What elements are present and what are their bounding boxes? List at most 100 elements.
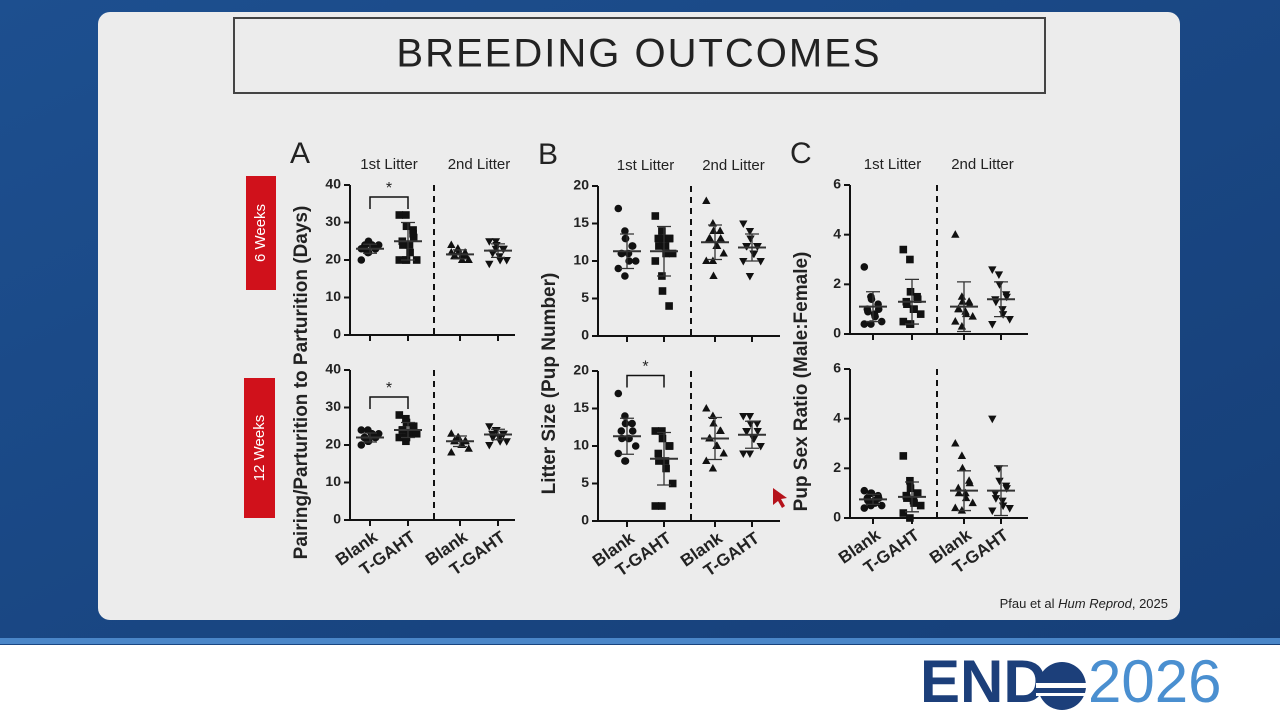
data-point: [665, 234, 674, 243]
data-point: [910, 499, 918, 507]
data-point: [753, 427, 762, 436]
row-label: 12 Weeks: [251, 415, 268, 481]
y-axis-label: Litter Size (Pup Number): [539, 273, 560, 495]
panel-letter: B: [538, 138, 558, 171]
data-point: [957, 451, 967, 459]
error-bar: [363, 243, 377, 254]
data-point: [988, 321, 997, 329]
data-point: [899, 317, 908, 326]
y-tick-label: 4: [833, 409, 841, 425]
data-point: [405, 241, 414, 249]
data-point: [906, 476, 914, 485]
significance-label: *: [386, 180, 392, 197]
y-tick-label: 20: [325, 436, 341, 452]
data-point: [916, 501, 925, 510]
data-point: [628, 242, 637, 250]
data-point: [709, 271, 718, 280]
data-point: [654, 449, 663, 458]
data-point: [364, 237, 373, 246]
y-tick-label: 15: [573, 214, 589, 230]
data-point: [409, 422, 418, 431]
data-point: [951, 230, 960, 238]
data-point: [374, 241, 383, 249]
group-label: 1st Litter: [617, 157, 675, 174]
data-point: [357, 256, 366, 264]
data-point: [668, 249, 677, 258]
data-point: [1002, 485, 1011, 493]
data-point: [374, 429, 383, 438]
data-point: [991, 495, 1001, 503]
data-point: [409, 229, 417, 238]
data-point: [702, 196, 711, 205]
panel-letter: C: [790, 137, 812, 170]
data-point: [1005, 316, 1014, 324]
error-bar: [905, 278, 919, 325]
data-point: [708, 256, 718, 265]
data-point: [614, 389, 623, 398]
error-bar: [866, 291, 880, 323]
data-point: [708, 463, 718, 472]
y-tick-label: 2: [833, 275, 841, 291]
data-point: [464, 444, 473, 452]
data-point: [631, 442, 640, 450]
data-point: [658, 234, 667, 243]
data-point: [903, 494, 911, 502]
data-point: [502, 256, 511, 265]
data-point: [668, 479, 677, 488]
data-point: [899, 509, 908, 517]
error-bar: [745, 420, 759, 449]
error-bar: [401, 421, 415, 439]
y-tick-label: 10: [573, 252, 589, 268]
error-bar: [866, 493, 880, 505]
data-point: [628, 419, 636, 428]
y-tick-label: 10: [325, 288, 341, 304]
data-point: [485, 238, 494, 246]
data-point: [864, 307, 872, 316]
data-point: [702, 456, 711, 465]
data-point: [988, 507, 997, 516]
y-tick-label: 10: [325, 473, 341, 489]
y-tick-label: 4: [833, 225, 841, 241]
y-tick-label: 5: [581, 474, 589, 490]
data-point: [614, 449, 623, 458]
data-point: [658, 427, 666, 435]
error-bar: [957, 281, 971, 333]
data-point: [447, 240, 456, 249]
data-point: [745, 450, 755, 459]
error-bar: [745, 233, 759, 262]
data-point: [464, 255, 473, 264]
data-point: [958, 463, 967, 472]
slide-title: BREEDING OUTCOMES: [396, 32, 881, 76]
group-label: 1st Litter: [360, 156, 418, 173]
data-point: [485, 423, 494, 431]
data-point: [965, 478, 974, 487]
row-label: 6 Weeks: [252, 204, 269, 262]
data-point: [957, 505, 967, 514]
error-bar: [905, 481, 919, 513]
significance-bracket: [369, 196, 409, 209]
data-point: [745, 227, 755, 236]
data-point: [662, 249, 670, 258]
data-point: [651, 257, 660, 265]
data-point: [903, 300, 911, 308]
data-point: [402, 222, 411, 231]
data-point: [954, 488, 964, 497]
data-point: [447, 447, 456, 456]
y-axis-label: Pairing/Parturition to Parturition (Days…: [291, 206, 312, 560]
data-point: [968, 498, 977, 507]
logo-text: END: [920, 648, 1047, 715]
citation-part: , 2025: [1132, 596, 1168, 611]
data-point: [654, 234, 663, 243]
data-point: [395, 411, 404, 419]
data-point: [756, 257, 765, 266]
error-bar: [657, 431, 671, 486]
row-label-box: [246, 176, 276, 290]
data-point: [745, 412, 755, 421]
group-label: 2nd Litter: [702, 157, 765, 174]
data-point: [412, 429, 421, 438]
data-point: [860, 486, 869, 495]
data-point: [719, 248, 728, 257]
error-bar: [708, 416, 722, 461]
data-point: [406, 248, 414, 257]
data-point: [665, 302, 673, 310]
